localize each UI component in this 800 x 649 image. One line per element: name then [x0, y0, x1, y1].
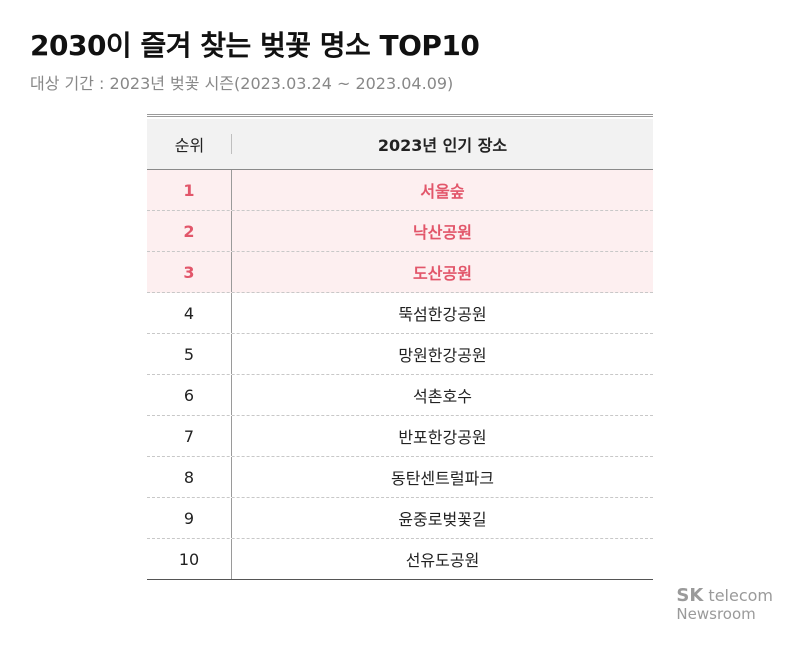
place-cell: 반포한강공원 — [398, 428, 487, 447]
header-place: 2023년 인기 장소 — [377, 136, 508, 155]
rank-cell: 2 — [147, 211, 232, 251]
header-rank: 순위 — [147, 119, 232, 169]
table-row: 10 선유도공원 — [147, 539, 653, 580]
table-top-border — [147, 114, 653, 117]
place-cell: 뚝섬한강공원 — [398, 305, 487, 324]
table-row: 8 동탄센트럴파크 — [147, 457, 653, 498]
table-row: 5 망원한강공원 — [147, 334, 653, 375]
rank-cell: 7 — [147, 416, 232, 456]
ranking-table: 순위 2023년 인기 장소 1 서울숲 2 낙산공원 3 도산공원 4 뚝섬한… — [147, 114, 653, 580]
place-cell: 선유도공원 — [405, 551, 480, 570]
rank-cell: 10 — [147, 539, 232, 579]
rank-cell: 8 — [147, 457, 232, 497]
rank-cell: 1 — [147, 170, 232, 210]
page-title: 2030이 즐겨 찾는 벚꽃 명소 TOP10 — [30, 29, 480, 62]
table-row: 4 뚝섬한강공원 — [147, 293, 653, 334]
table-row: 3 도산공원 — [147, 252, 653, 293]
brand-sk: SK — [676, 585, 704, 606]
place-cell: 동탄센트럴파크 — [390, 469, 495, 488]
brand-telecom: telecom — [708, 586, 773, 605]
place-cell: 도산공원 — [413, 264, 472, 283]
rank-cell: 3 — [147, 252, 232, 292]
brand-line: SK telecom — [676, 587, 773, 605]
brand-newsroom: Newsroom — [676, 605, 756, 623]
table-header-row: 순위 2023년 인기 장소 — [147, 119, 653, 170]
place-cell: 석촌호수 — [413, 387, 472, 406]
place-cell: 낙산공원 — [413, 223, 472, 242]
table-row: 9 윤중로벚꽃길 — [147, 498, 653, 539]
rank-cell: 5 — [147, 334, 232, 374]
place-cell: 서울숲 — [420, 182, 465, 201]
table-row: 6 석촌호수 — [147, 375, 653, 416]
place-cell: 윤중로벚꽃길 — [398, 510, 487, 529]
page-subtitle: 대상 기간 : 2023년 벚꽃 시즌(2023.03.24 ~ 2023.04… — [30, 74, 454, 93]
rank-cell: 9 — [147, 498, 232, 538]
table-row: 1 서울숲 — [147, 170, 653, 211]
rank-cell: 4 — [147, 293, 232, 333]
sk-telecom-newsroom-logo: SK telecom Newsroom — [676, 587, 773, 624]
table-row: 2 낙산공원 — [147, 211, 653, 252]
rank-cell: 6 — [147, 375, 232, 415]
place-cell: 망원한강공원 — [398, 346, 487, 365]
table-row: 7 반포한강공원 — [147, 416, 653, 457]
